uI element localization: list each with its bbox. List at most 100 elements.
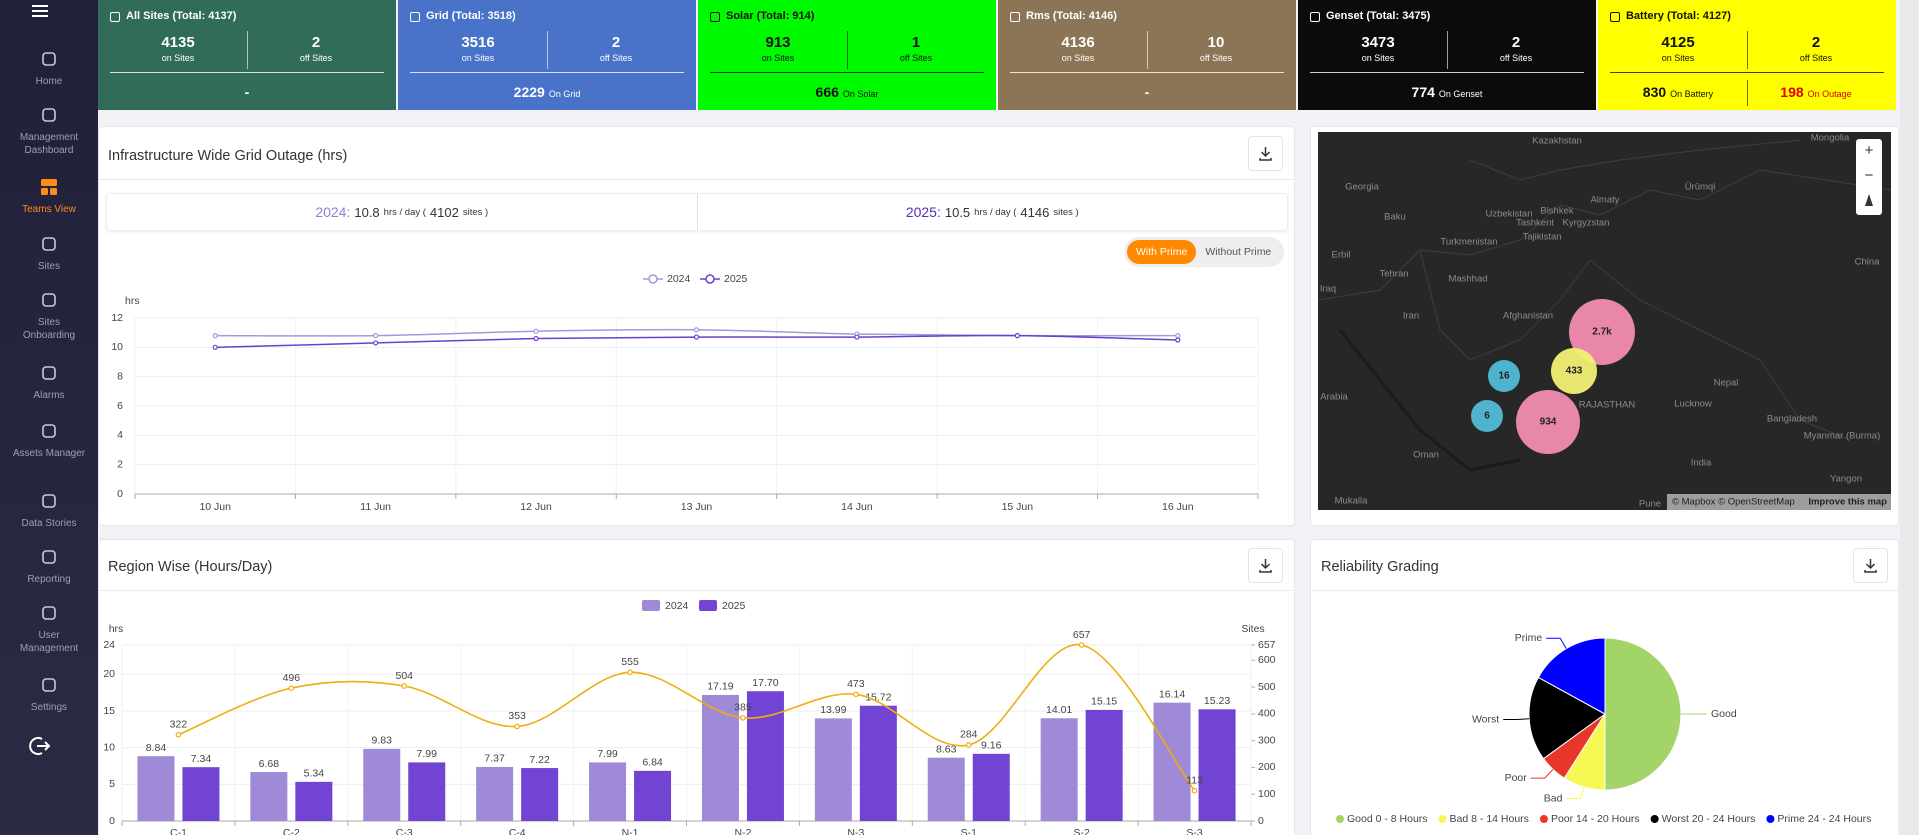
point-marker [1175, 333, 1181, 339]
point-marker [854, 334, 860, 340]
card-divider [247, 31, 248, 69]
card-bottom: 830 On Battery [1598, 84, 1778, 102]
sidebar-icon [42, 606, 56, 620]
data-label: 7.22 [529, 754, 550, 766]
sidebar-item[interactable]: Teams View [0, 177, 98, 216]
legend-label[interactable]: 2024 [665, 600, 689, 612]
card-icon [710, 12, 720, 22]
sidebar-item[interactable]: Sites Onboarding [0, 290, 98, 342]
zoom-button[interactable]: − [1865, 167, 1874, 184]
data-label: 657 [1073, 629, 1091, 641]
map-cluster[interactable] [1516, 390, 1580, 454]
attribution-box [1667, 494, 1891, 510]
sidebar-label: Data Stories [21, 518, 77, 529]
y2-tick-label: 200 [1258, 761, 1276, 773]
bar [476, 766, 514, 821]
toggle-option[interactable]: With Prime [1127, 240, 1197, 264]
summary-sites: 4102 [429, 204, 459, 220]
map-cluster[interactable] [1471, 400, 1503, 432]
card-icon [1010, 12, 1020, 22]
data-label: 9.83 [372, 735, 393, 747]
map-cluster[interactable] [1551, 348, 1597, 394]
data-label: 6.68 [259, 758, 280, 770]
map-place-label: Kyrgyzstan [1563, 218, 1610, 229]
improve-map-link[interactable]: Improve this map [1808, 497, 1887, 508]
pie-slice [1604, 637, 1682, 791]
legend-label[interactable]: Poor 14 - 20 Hours [1551, 813, 1640, 825]
y-tick-label: 8 [117, 370, 123, 382]
map-place-label: Almaty [1590, 195, 1619, 206]
map-place-label: India [1691, 458, 1712, 469]
card-bottom: - [147, 84, 347, 102]
logout-button[interactable] [29, 735, 51, 757]
sidebar-item[interactable]: Alarms [0, 363, 98, 402]
zoom-button[interactable]: + [1865, 142, 1874, 159]
legend-label[interactable]: Prime 24 - 24 Hours [1777, 813, 1871, 825]
menu-button[interactable] [31, 3, 49, 19]
point-marker [401, 683, 408, 689]
legend-label[interactable]: Good 0 - 8 Hours [1347, 813, 1428, 825]
map-cluster[interactable] [1488, 360, 1520, 392]
card-value-label: on Sites [1361, 53, 1395, 63]
download-button[interactable] [1248, 548, 1283, 583]
sidebar-item[interactable]: Sites [0, 234, 98, 273]
toggle-option[interactable]: Without Prime [1205, 246, 1272, 258]
x-tick-label: C-2 [283, 827, 300, 835]
bar [1153, 702, 1191, 821]
legend-label[interactable]: 2025 [724, 273, 748, 285]
sidebar-icon [42, 366, 56, 380]
data-label: 6.84 [642, 757, 663, 769]
outage-panel: Infrastructure Wide Grid Outage (hrs) 20… [98, 126, 1295, 526]
legend-label[interactable]: Bad 8 - 14 Hours [1450, 813, 1529, 825]
map-place-label: Myanmar (Burma) [1804, 431, 1881, 442]
y2-tick-label: 400 [1258, 708, 1276, 720]
bar [589, 762, 627, 821]
legend-label[interactable]: Worst 20 - 24 Hours [1662, 813, 1756, 825]
card-bottom-value: 198 [1780, 84, 1804, 100]
point-marker [288, 685, 295, 691]
map-place-label: Tashkent [1516, 218, 1554, 229]
sidebar-item[interactable]: User Management [0, 603, 98, 655]
slice-label: Good [1711, 708, 1737, 720]
data-label: 7.99 [597, 748, 618, 760]
sidebar-item[interactable]: Data Stories [0, 491, 98, 530]
card-value-label: off Sites [599, 53, 633, 63]
y-tick-label: 6 [117, 400, 123, 412]
bar [363, 748, 401, 821]
legend-label[interactable]: 2024 [667, 273, 691, 285]
sidebar-item[interactable]: Management Dashboard [0, 105, 98, 157]
legend-marker [1539, 815, 1548, 823]
data-label: 14.01 [1046, 704, 1072, 716]
card-bottom-label: On Grid [548, 89, 581, 99]
y-tick-label: 5 [109, 778, 115, 790]
legend-label[interactable]: 2025 [722, 600, 746, 612]
data-label: 555 [621, 656, 639, 668]
map-cluster[interactable] [1569, 299, 1635, 365]
compass-button[interactable] [1865, 194, 1873, 206]
card-value: 4135 [161, 34, 195, 51]
data-label: 17.70 [752, 677, 778, 689]
sidebar-icon [42, 293, 56, 307]
map-place-label: RAJASTHAN [1579, 400, 1636, 411]
download-button[interactable] [1248, 136, 1283, 171]
map[interactable]: Kazakhstan Mongolia Ürümqi Almaty Bishkek Geo… [1318, 132, 1891, 510]
card-value-label: on Sites [1661, 53, 1695, 63]
sidebar-item[interactable]: Assets Manager [0, 421, 98, 460]
sidebar-icon [42, 108, 56, 122]
card-value: 3516 [461, 34, 495, 51]
sidebar-item[interactable]: Settings [0, 675, 98, 714]
card-title: All Sites (Total: 4137) [126, 10, 237, 22]
summary-item: 2025: 10.5 hrs / day ( 4146 sites ) [696, 194, 1288, 230]
card-value: 10 [1207, 34, 1225, 51]
card-bottom: - [1047, 84, 1247, 102]
download-button[interactable] [1853, 548, 1888, 583]
sidebar-item[interactable]: Home [0, 49, 98, 88]
bar [701, 694, 739, 821]
bar [972, 753, 1010, 821]
scrollbar[interactable] [1900, 0, 1919, 835]
summary-card: Genset (Total: 3475) 3473 on Sites 2 off Sit… [1298, 0, 1596, 110]
sidebar-item[interactable]: Reporting [0, 547, 98, 586]
card-title: Solar (Total: 914) [726, 10, 815, 22]
y-tick-label: 0 [117, 488, 123, 500]
x-tick-label: N-3 [847, 827, 864, 835]
